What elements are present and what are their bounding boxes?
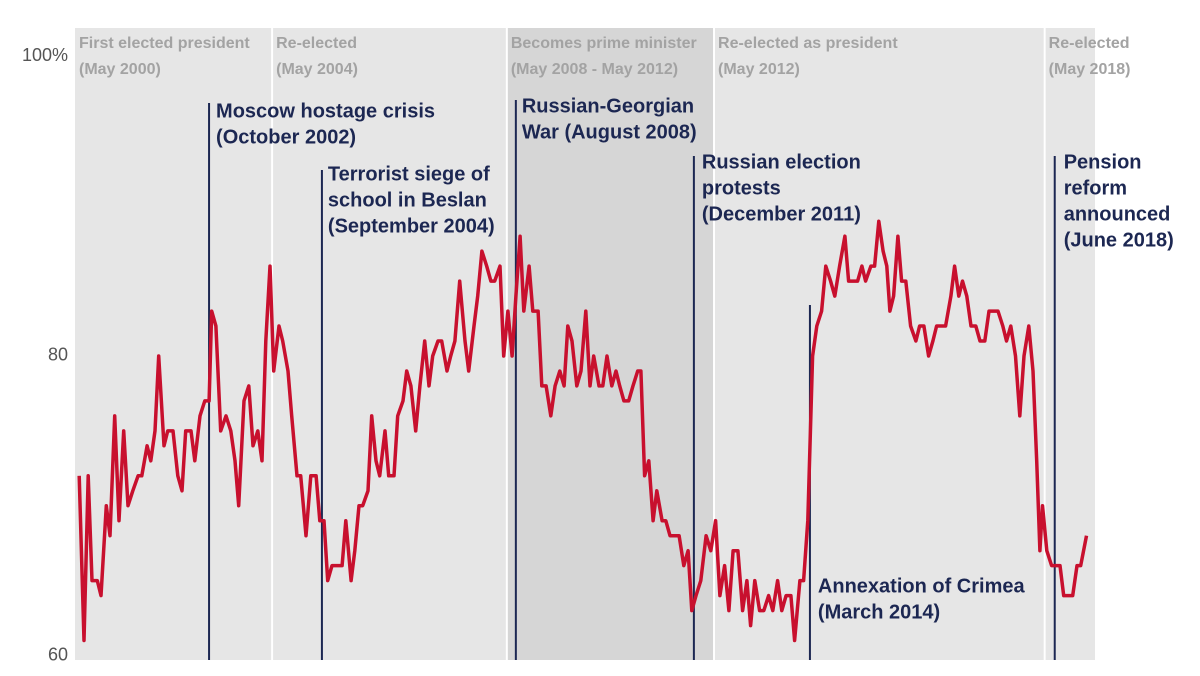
x-tick-label: 2016 bbox=[891, 675, 931, 676]
x-tick-label: 2012 bbox=[679, 675, 719, 676]
period-dates: (May 2018) bbox=[1049, 61, 1131, 78]
event-label: reform bbox=[1064, 177, 1127, 199]
x-tick-label: 2010 bbox=[573, 675, 613, 676]
period-band bbox=[1044, 28, 1095, 660]
event-label: Russian-Georgian bbox=[522, 95, 694, 117]
x-tick-label: 2019 bbox=[1050, 675, 1090, 676]
x-tick-label: 2004 bbox=[255, 675, 295, 676]
y-tick-label: 60 bbox=[48, 644, 68, 664]
period-dates: (May 2012) bbox=[718, 61, 800, 78]
period-dates: (May 2008 - May 2012) bbox=[511, 61, 678, 78]
x-tick-label: 2007 bbox=[414, 675, 454, 676]
x-tick-label: 2013 bbox=[732, 675, 772, 676]
period-band bbox=[272, 28, 507, 660]
event-label: (March 2014) bbox=[818, 601, 940, 623]
x-tick-label: 2018 bbox=[997, 675, 1037, 676]
x-tick-label: 2005 bbox=[308, 675, 348, 676]
x-tick-label: 2002 bbox=[149, 675, 189, 676]
x-tick-label: 2000 bbox=[43, 675, 83, 676]
event-label: (June 2018) bbox=[1064, 229, 1174, 251]
period-band bbox=[714, 28, 1045, 660]
period-label: Re-elected bbox=[1049, 35, 1130, 52]
x-tick-label: 2015 bbox=[838, 675, 878, 676]
event-label: Russian election bbox=[702, 151, 861, 173]
period-dates: (May 2004) bbox=[276, 61, 358, 78]
event-label: (December 2011) bbox=[702, 203, 861, 225]
approval-line bbox=[77, 219, 1089, 643]
event-label: Pension bbox=[1064, 151, 1142, 173]
event-label: (September 2004) bbox=[328, 215, 495, 237]
period-label: Becomes prime minister bbox=[511, 35, 697, 52]
event-label: school in Beslan bbox=[328, 189, 487, 211]
y-tick-label: 80 bbox=[48, 345, 68, 365]
period-label: Re-elected bbox=[276, 35, 357, 52]
event-label: announced bbox=[1064, 203, 1171, 225]
event-label: Terrorist siege of bbox=[328, 163, 490, 185]
event-label: protests bbox=[702, 177, 781, 199]
period-label: Re-elected as president bbox=[718, 35, 898, 52]
x-tick-label: 2001 bbox=[96, 675, 136, 676]
period-dates: (May 2000) bbox=[79, 61, 161, 78]
event-label: Moscow hostage crisis bbox=[216, 100, 435, 122]
period-label: First elected president bbox=[79, 35, 250, 52]
x-tick-label: 2003 bbox=[202, 675, 242, 676]
y-tick-label: 100% bbox=[22, 45, 68, 65]
x-tick-label: 2008 bbox=[467, 675, 507, 676]
event-label: War (August 2008) bbox=[522, 121, 697, 143]
event-label: Annexation of Crimea bbox=[818, 575, 1026, 597]
x-tick-label: 2011 bbox=[627, 675, 666, 676]
x-tick-label: 2017 bbox=[944, 675, 984, 676]
x-tick-label: 2014 bbox=[785, 675, 825, 676]
x-tick-label: 2009 bbox=[520, 675, 560, 676]
period-band bbox=[75, 28, 273, 660]
x-tick-label: 2006 bbox=[361, 675, 401, 676]
event-label: (October 2002) bbox=[216, 126, 356, 148]
